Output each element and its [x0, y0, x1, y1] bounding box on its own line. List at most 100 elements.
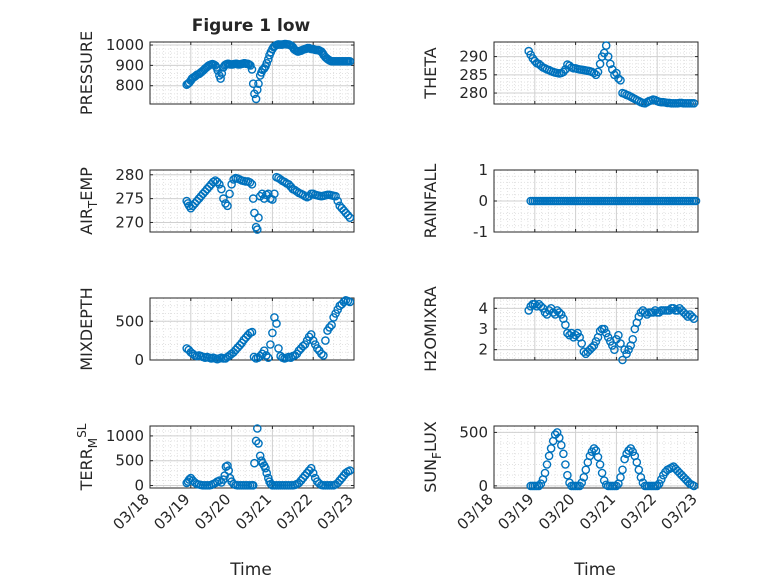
terr_msl-data-point	[300, 471, 310, 480]
theta-data-point	[593, 67, 603, 77]
h2omixra-series	[524, 299, 699, 365]
sun_flux-data-point	[581, 465, 591, 475]
theta-data-point	[689, 99, 699, 108]
h2omixra-data-point	[614, 330, 623, 340]
sun_flux-data-point	[620, 454, 629, 464]
air_temp-data-point	[345, 213, 355, 222]
terr_msl-series	[182, 424, 355, 490]
theta-y-tick-label: 290	[459, 48, 488, 66]
h2omixra-y-tick-label: 2	[478, 341, 488, 359]
pressure-data-point	[345, 57, 355, 66]
sun_flux-data-point	[559, 449, 568, 459]
air_temp-y-tick-label: 270	[115, 213, 144, 231]
mixdepth-data-point	[263, 353, 273, 363]
air_temp-data-point	[212, 177, 222, 187]
terr_msl-y-tick-label: 0	[134, 477, 144, 495]
h2omixra-data-point	[573, 328, 582, 338]
sun_flux-x-tick-label: 03/21	[576, 490, 619, 533]
theta-data-point	[616, 76, 625, 85]
theta-axes-frame	[493, 41, 699, 105]
theta-y-axis-label: THETA	[421, 47, 440, 99]
air_temp-series	[182, 172, 355, 234]
mixdepth-data-point	[261, 351, 271, 360]
mixdepth-y-axis-label: MIXDEPTH	[77, 287, 96, 370]
pressure-data-point	[259, 64, 269, 73]
mixdepth-data-point	[319, 351, 328, 360]
mixdepth-data-point	[317, 349, 326, 359]
h2omixra-data-point	[563, 328, 572, 338]
pressure-data-point	[247, 65, 257, 74]
h2omixra-data-point	[628, 334, 638, 344]
sun_flux-data-point	[585, 451, 595, 461]
air_temp-data-point	[268, 195, 277, 204]
sun_flux-data-point	[689, 481, 699, 491]
terr_msl-data-point	[261, 463, 270, 473]
air_temp-data-point	[225, 189, 234, 199]
terr_msl-y-tick-label: 1000	[106, 427, 144, 445]
sun_flux-x-tick-label: 03/19	[494, 490, 537, 533]
theta-y-tick-label: 280	[459, 84, 488, 102]
air_temp-data-point	[221, 199, 230, 208]
sun_flux-data-point	[624, 446, 633, 455]
sun_flux-data-point	[563, 470, 572, 480]
sun_flux-data-point	[544, 451, 554, 461]
sun_flux-data-point	[557, 440, 566, 450]
mixdepth-data-point	[312, 344, 322, 353]
sun_flux-data-point	[593, 452, 603, 462]
pressure-y-tick-label: 900	[115, 56, 144, 74]
sun_flux-data-point	[616, 472, 625, 482]
terr_msl-x-tick-label: 03/22	[273, 490, 316, 533]
air_temp-data-point	[333, 196, 343, 206]
h2omixra-data-point	[591, 337, 601, 346]
h2omixra-data-point	[555, 308, 564, 317]
mixdepth-data-point	[274, 344, 283, 353]
h2omixra-data-point	[648, 308, 658, 317]
h2omixra-data-point	[687, 312, 697, 321]
air_temp-y-axis-label: AIRTEMP	[77, 167, 100, 235]
terr_msl-x-tick-label: 03/21	[232, 490, 275, 533]
h2omixra-data-point	[589, 341, 599, 350]
sun_flux-data-point	[552, 428, 562, 437]
terr_msl-data-point	[248, 480, 258, 490]
rainfall-data-point	[691, 196, 701, 206]
mixdepth-y-tick-label: 500	[115, 312, 144, 330]
x-axis-label-left: Time	[229, 560, 272, 580]
h2omixra-data-point	[689, 314, 699, 324]
terr_msl-data-point	[215, 476, 224, 485]
h2omixra-data-point	[640, 308, 650, 317]
h2omixra-data-point	[616, 339, 625, 348]
pressure-axes-frame	[149, 41, 355, 105]
terr_msl-data-point	[254, 439, 263, 448]
terr_msl-x-tick-label: 03/19	[150, 490, 193, 533]
h2omixra-data-point	[669, 303, 678, 313]
sun_flux-y-axis-label: SUNFLUX	[421, 421, 444, 493]
pressure-data-point	[246, 61, 255, 70]
sun_flux-data-point	[595, 460, 605, 469]
pressure-data-point	[262, 59, 272, 68]
sun_flux-data-point	[636, 472, 646, 482]
sun_flux-data-point	[652, 481, 662, 491]
theta-data-point	[614, 74, 623, 83]
h2omixra-data-point	[577, 339, 587, 348]
theta-series	[524, 41, 699, 108]
terr_msl-data-point	[333, 478, 343, 488]
subplot-air_temp: 270 275 280 AIRTEMP	[77, 166, 355, 235]
terr_msl-x-tick-label: 03/23	[314, 490, 357, 533]
x-axis-label-right: Time	[573, 560, 616, 580]
rainfall-y-axis-label: RAINFALL	[421, 164, 440, 239]
sun_flux-x-tick-label: 03/18	[454, 490, 497, 533]
theta-data-point	[606, 59, 615, 69]
pressure-data-point	[254, 79, 263, 88]
terr_msl-data-point	[255, 451, 265, 461]
rainfall-series	[526, 196, 701, 206]
pressure-data-point	[217, 69, 227, 78]
air_temp-data-point	[254, 213, 263, 222]
mixdepth-series	[182, 295, 355, 364]
mixdepth-data-point	[327, 320, 336, 330]
air_temp-axes-frame	[149, 169, 355, 233]
air_temp-data-point	[270, 189, 279, 199]
sun_flux-data-point	[618, 465, 627, 475]
h2omixra-data-point	[561, 320, 570, 330]
